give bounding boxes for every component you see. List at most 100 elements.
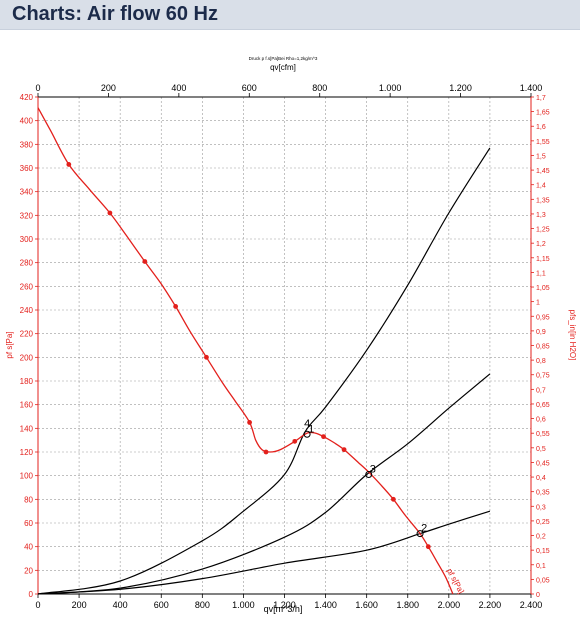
x-bottom-tick-label: 600	[154, 600, 169, 610]
y-right-tick-label: 1,45	[536, 168, 550, 175]
y-right-tick-label: 0,1	[536, 563, 546, 570]
y-right-tick-label: 0,3	[536, 504, 546, 511]
system-curve-2	[37, 373, 491, 595]
y-right-tick-label: 0,6	[536, 417, 546, 424]
y-right-tick-label: 0,4	[536, 475, 546, 482]
y-left-tick-label: 300	[20, 235, 34, 244]
y-right-tick-label: 0,75	[536, 373, 550, 380]
y-right-tick-label: 0,5	[536, 446, 546, 453]
fan-curve-point	[341, 447, 347, 453]
fan-curve-point	[204, 354, 209, 360]
x-top-tick-label: 1.000	[379, 83, 402, 93]
y-right-tick-label: 0,95	[536, 314, 550, 321]
fan-curve-line	[37, 107, 454, 595]
y-right-tick-label: 0,55	[536, 431, 550, 438]
y-left-tick-label: 80	[24, 495, 33, 504]
y-left-tick-label: 120	[20, 448, 34, 457]
x-bottom-tick-label: 2.200	[479, 600, 502, 610]
y-left-tick-label: 40	[24, 543, 33, 552]
operating-point-marker	[365, 470, 373, 478]
x-bottom-tick-label: 1.400	[314, 600, 337, 610]
y-left-tick-label: 180	[20, 377, 34, 386]
x-bottom-tick-label: 1.600	[355, 600, 378, 610]
operating-point-label: 3	[370, 463, 376, 475]
x-top-tick-label: 200	[101, 83, 116, 93]
x-bottom-axis-label: qv[m^3/h]	[264, 604, 303, 614]
y-right-tick-label: 0,65	[536, 402, 550, 409]
y-right-tick-label: 1,05	[536, 285, 550, 292]
x-top-axis-label: qv[cfm]	[270, 63, 296, 72]
x-top-tick-label: 600	[242, 83, 257, 93]
y-right-tick-label: 1,3	[536, 212, 546, 219]
x-bottom-tick-label: 1.200	[273, 600, 296, 610]
fan-curve-point	[173, 304, 179, 309]
system-curve-3	[37, 510, 491, 595]
x-bottom-tick-label: 1.800	[396, 600, 419, 610]
axes-layer: 0 200 400 600 800 1.000 1.200 1.400 1.600 1.800 2.…	[20, 83, 550, 610]
x-bottom-tick-label: 1.000	[232, 600, 255, 610]
x-bottom-tick-label: 400	[113, 600, 128, 610]
fan-curve-point	[142, 259, 148, 264]
y-right-tick-label: 1,65	[536, 110, 550, 117]
y-left-tick-label: 340	[20, 188, 34, 197]
y-right-axis-label: pfs_in[in H2O]	[568, 310, 577, 361]
y-left-tick-label: 280	[20, 259, 34, 268]
y-right-tick-label: 1,4	[536, 183, 546, 190]
y-right-tick-label: 0,35	[536, 490, 550, 497]
x-bottom-tick-label: 800	[195, 600, 210, 610]
y-right-tick-label: 1,2	[536, 241, 546, 248]
y-left-tick-label: 60	[24, 519, 33, 528]
y-right-tick-label: 0,7	[536, 387, 546, 394]
y-right-tick-label: 0,9	[536, 329, 546, 336]
x-bottom-tick-label: 2.400	[520, 600, 543, 610]
y-left-tick-label: 360	[20, 164, 34, 173]
y-right-tick-label: 0,85	[536, 344, 550, 351]
operating-point-marker	[303, 430, 311, 438]
fan-curve-point	[66, 162, 72, 167]
operating-point-marker	[416, 530, 424, 538]
x-bottom-tick-label: 2.000	[438, 600, 461, 610]
y-right-tick-label: 1,5	[536, 153, 546, 160]
y-left-tick-label: 260	[20, 282, 34, 291]
y-left-tick-label: 0	[29, 590, 34, 599]
y-right-tick-label: 1,6	[536, 124, 546, 131]
y-left-tick-label: 140	[20, 424, 34, 433]
operating-point-label: 1	[308, 423, 314, 435]
y-right-tick-label: 1,25	[536, 227, 550, 234]
y-right-tick-label: 0,15	[536, 548, 550, 555]
fan-curve-point	[390, 496, 396, 502]
x-bottom-tick-label: 0	[35, 600, 40, 610]
y-left-tick-label: 400	[20, 117, 34, 126]
y-left-tick-label: 100	[20, 472, 34, 481]
fan-curve-point	[247, 420, 252, 425]
y-right-tick-label: 0,2	[536, 534, 546, 541]
air-flow-chart: Druck p f.s[Pa]Bei Rho=1,2kg/m^3 qv[cfm]…	[5, 56, 577, 614]
operating-point-annotation: 4	[304, 418, 310, 430]
y-right-tick-label: 1	[536, 300, 540, 307]
y-right-tick-label: 1,7	[536, 95, 546, 102]
y-left-tick-label: 420	[20, 93, 34, 102]
y-left-axis-label: pf s[Pa]	[5, 331, 14, 358]
fan-curve-point	[263, 449, 269, 455]
y-right-tick-label: 0,25	[536, 519, 550, 526]
x-top-tick-label: 1.400	[520, 83, 543, 93]
page-title: Charts: Air flow 60 Hz	[12, 3, 218, 25]
y-left-tick-label: 200	[20, 353, 34, 362]
fan-curve-point	[292, 438, 298, 444]
y-left-tick-label: 380	[20, 140, 34, 149]
x-bottom-tick-label: 200	[72, 600, 87, 610]
operating-point-label: 2	[421, 523, 427, 535]
chart-title: Druck p f.s[Pa]Bei Rho=1,2kg/m^3	[249, 56, 318, 61]
y-right-tick-label: 0,05	[536, 577, 550, 584]
y-right-tick-label: 0	[536, 592, 540, 599]
y-left-tick-label: 220	[20, 330, 34, 339]
x-top-tick-label: 1.200	[449, 83, 472, 93]
y-right-tick-label: 0,8	[536, 358, 546, 365]
y-right-tick-label: 1,1	[536, 270, 546, 277]
x-top-tick-label: 800	[312, 83, 327, 93]
fan-curve-point	[425, 544, 431, 550]
fan-curve-point	[107, 210, 113, 216]
page-header: Charts: Air flow 60 Hz	[0, 0, 580, 30]
x-top-tick-label: 0	[35, 83, 40, 93]
